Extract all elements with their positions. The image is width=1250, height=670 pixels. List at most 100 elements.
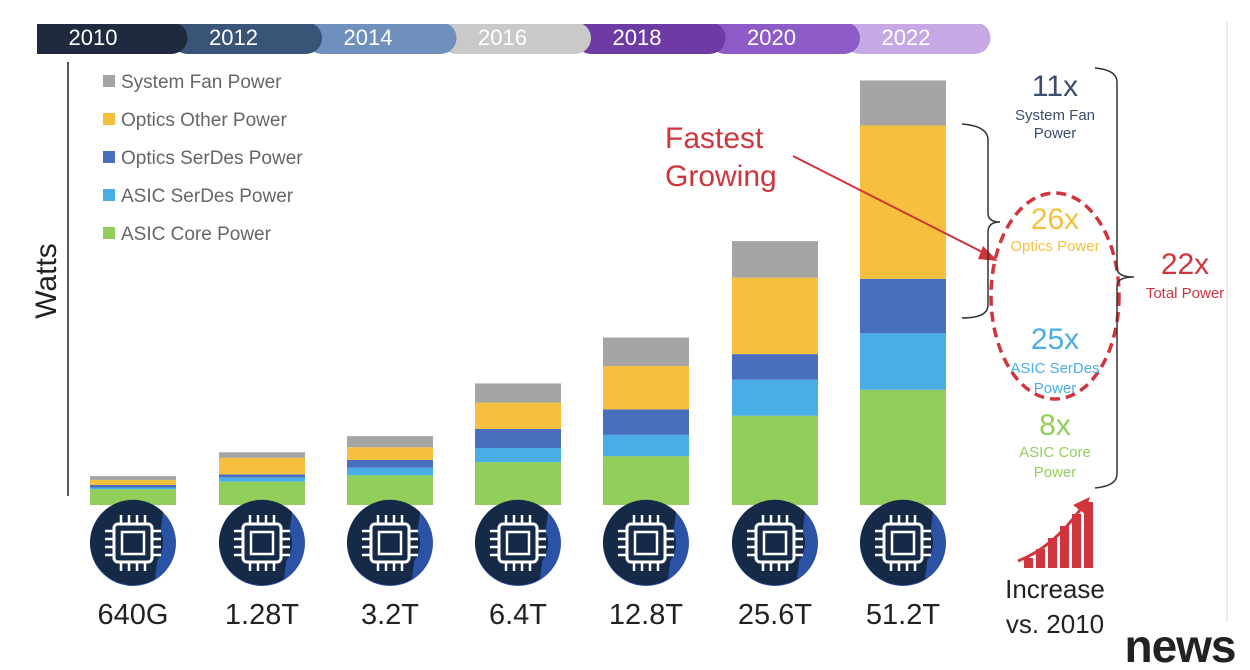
chip-icon-circle-inner: [745, 513, 805, 573]
total-growth-label: Total Power: [1146, 285, 1224, 302]
legend-swatch: [103, 151, 115, 163]
right-divider: [1226, 22, 1228, 622]
rising-bar-2: [1048, 538, 1057, 568]
legend-swatch: [103, 113, 115, 125]
category-label-6.4T: 6.4T: [489, 599, 547, 631]
chip-icon: [346, 499, 433, 586]
timeline-segment-2020: [709, 22, 860, 54]
timeline-segment-2022: [844, 22, 991, 54]
chip-icon-body: [241, 522, 283, 564]
bar-asic-serdes-power-640G: [90, 487, 176, 490]
growth-label-0-1: Power: [1034, 125, 1077, 142]
increase-label-line1: Increase: [1005, 574, 1105, 604]
chip-icon-die: [249, 530, 275, 556]
bar-optics-serdes-power-12.8T: [603, 409, 689, 435]
bar-optics-other-power-1.28T: [219, 457, 305, 475]
legend-label: ASIC SerDes Power: [121, 186, 294, 207]
bar-asic-core-power-12.8T: [603, 456, 689, 505]
chip-icon-body: [754, 522, 796, 564]
chip-icon-circle-inner: [360, 513, 420, 573]
growth-value-1: 26x: [1031, 203, 1079, 236]
category-label-25.6T: 25.6T: [738, 599, 812, 631]
growth-value-0: 11x: [1032, 70, 1078, 103]
chip-icon-body: [882, 522, 924, 564]
category-label-640G: 640G: [98, 599, 169, 631]
fastest-arrow-line: [792, 155, 991, 257]
chip-icon-circle-inner: [616, 513, 676, 573]
timeline-year-2010: 2010: [69, 25, 118, 50]
legend-label: Optics SerDes Power: [121, 148, 303, 169]
bar-asic-serdes-power-1.28T: [219, 477, 305, 482]
bar-asic-serdes-power-12.8T: [603, 434, 689, 457]
chip-icon: [89, 499, 176, 586]
bar-asic-serdes-power-51.2T: [860, 333, 946, 390]
bar-stack-3.2T: [347, 436, 433, 505]
bar-optics-serdes-power-25.6T: [732, 354, 818, 380]
bar-optics-serdes-power-1.28T: [219, 474, 305, 478]
timeline-segment-2010: [37, 22, 188, 54]
timeline-top-crop: [37, 16, 997, 24]
bar-optics-other-power-6.4T: [475, 402, 561, 429]
category-label-12.8T: 12.8T: [609, 599, 683, 631]
rising-arrow-line: [1017, 509, 1082, 563]
chip-icon-die: [120, 530, 146, 556]
rising-bar-1: [1036, 549, 1045, 568]
rising-bars-icon: [1017, 497, 1093, 568]
bar-optics-other-power-12.8T: [603, 366, 689, 410]
chip-icon: [474, 499, 561, 586]
bar-optics-serdes-power-6.4T: [475, 428, 561, 449]
chip-icon-die: [633, 530, 659, 556]
timeline-year-2016: 2016: [478, 25, 527, 50]
timeline-left-cap: [37, 22, 61, 54]
bar-optics-other-power-51.2T: [860, 125, 946, 279]
growth-value-3: 8x: [1039, 409, 1071, 442]
bar-stack-25.6T: [732, 241, 818, 505]
bars: [90, 80, 946, 505]
timeline-segment-2016: [440, 22, 591, 54]
legend-swatch: [103, 227, 115, 239]
bar-optics-serdes-power-640G: [90, 485, 176, 488]
bar-stack-640G: [90, 476, 176, 505]
legend-label: ASIC Core Power: [121, 224, 272, 245]
timeline-year-2018: 2018: [613, 25, 662, 50]
total-bracket: [1094, 67, 1135, 489]
chip-icon: [218, 499, 305, 586]
rising-bar-0: [1024, 558, 1033, 568]
bar-optics-serdes-power-51.2T: [860, 278, 946, 334]
growth-label-1-0: Optics Power: [1010, 238, 1099, 255]
timeline-year-2022: 2022: [882, 25, 931, 50]
increase-label-line2: vs. 2010: [1006, 609, 1104, 639]
timeline-band: 2010 2012 2014 2016 2018 2020 2022: [37, 16, 997, 54]
bar-stack-12.8T: [603, 337, 689, 505]
category-label-3.2T: 3.2T: [361, 599, 419, 631]
bar-system-fan-power-6.4T: [475, 383, 561, 403]
bar-asic-serdes-power-3.2T: [347, 467, 433, 476]
timeline-year-2014: 2014: [344, 25, 393, 50]
bar-optics-other-power-640G: [90, 479, 176, 486]
chip-icon-body: [497, 522, 539, 564]
category-label-51.2T: 51.2T: [866, 599, 940, 631]
y-axis-label: Watts: [30, 243, 63, 319]
bar-system-fan-power-25.6T: [732, 241, 818, 278]
bar-asic-core-power-1.28T: [219, 481, 305, 505]
legend-label: System Fan Power: [121, 72, 282, 93]
bar-system-fan-power-12.8T: [603, 337, 689, 367]
bar-asic-serdes-power-6.4T: [475, 448, 561, 463]
bar-optics-other-power-25.6T: [732, 277, 818, 355]
chip-icon-die: [505, 530, 531, 556]
chip-icon-circle-inner: [103, 513, 163, 573]
fastest-growing-label-line2: Growing: [665, 160, 777, 193]
legend: System Fan Power Optics Other Power Optics…: [103, 72, 303, 245]
growth-label-2-0: ASIC SerDes: [1010, 360, 1099, 377]
bar-optics-serdes-power-3.2T: [347, 459, 433, 468]
bar-asic-serdes-power-25.6T: [732, 379, 818, 416]
growth-label-3-0: ASIC Core: [1019, 444, 1091, 461]
growth-value-2: 25x: [1031, 323, 1079, 356]
timeline-segment-2012: [171, 22, 322, 54]
timeline-segment-2018: [575, 22, 726, 54]
bar-asic-core-power-6.4T: [475, 462, 561, 505]
bar-system-fan-power-640G: [90, 476, 176, 480]
category-label-1.28T: 1.28T: [225, 599, 299, 631]
